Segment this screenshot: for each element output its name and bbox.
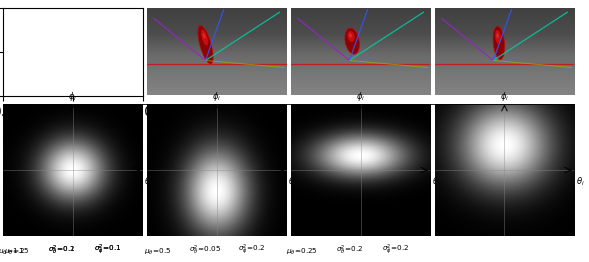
Text: $\sigma_\theta^2\!=\!0.05$: $\sigma_\theta^2\!=\!0.05$ bbox=[189, 243, 221, 257]
Text: $\sigma_\theta^2\!=\!0.1$: $\sigma_\theta^2\!=\!0.1$ bbox=[48, 243, 75, 257]
Ellipse shape bbox=[493, 26, 505, 59]
Text: $\phi_i$: $\phi_i$ bbox=[68, 90, 77, 103]
Text: $\theta_i$: $\theta_i$ bbox=[144, 175, 153, 188]
Ellipse shape bbox=[52, 38, 56, 43]
Ellipse shape bbox=[203, 33, 206, 39]
Text: $\phi_i$: $\phi_i$ bbox=[356, 90, 365, 103]
Text: $\sigma_\theta^2\!=\!0.2$: $\sigma_\theta^2\!=\!0.2$ bbox=[48, 243, 75, 257]
Ellipse shape bbox=[497, 33, 499, 38]
Text: $\mu_\theta\!=\!0.25$: $\mu_\theta\!=\!0.25$ bbox=[286, 247, 317, 257]
Text: $\theta_i$: $\theta_i$ bbox=[432, 175, 441, 188]
Text: $\phi_i$: $\phi_i$ bbox=[212, 90, 221, 103]
Text: $\phi_i$: $\phi_i$ bbox=[500, 90, 509, 103]
Ellipse shape bbox=[349, 34, 352, 37]
Text: $\sigma_\phi^2\!=\!0.2$: $\sigma_\phi^2\!=\!0.2$ bbox=[382, 242, 409, 257]
Text: $\theta_i$: $\theta_i$ bbox=[288, 175, 297, 188]
Ellipse shape bbox=[46, 32, 66, 62]
Text: $\sigma_\phi^2\!=\!0.1$: $\sigma_\phi^2\!=\!0.1$ bbox=[94, 242, 121, 257]
Text: $\sigma_\phi^2\!=\!0.1$: $\sigma_\phi^2\!=\!0.1$ bbox=[94, 242, 121, 257]
Text: $\sigma_\phi^2\!=\!0.2$: $\sigma_\phi^2\!=\!0.2$ bbox=[238, 242, 265, 257]
Text: $\mu_\theta\!=\!0.5$: $\mu_\theta\!=\!0.5$ bbox=[144, 247, 172, 257]
Ellipse shape bbox=[495, 30, 501, 44]
Text: $\mu_\theta\!=\!1.25$: $\mu_\theta\!=\!1.25$ bbox=[0, 247, 30, 257]
Ellipse shape bbox=[49, 36, 59, 48]
Text: $\theta_i$: $\theta_i$ bbox=[575, 175, 584, 188]
Text: $\mu_\theta\!=\!1$: $\mu_\theta\!=\!1$ bbox=[4, 247, 24, 257]
Ellipse shape bbox=[345, 28, 359, 54]
Text: $\sigma_\theta^2\!=\!0.2$: $\sigma_\theta^2\!=\!0.2$ bbox=[336, 243, 363, 257]
Ellipse shape bbox=[201, 30, 208, 46]
Ellipse shape bbox=[348, 31, 355, 42]
Ellipse shape bbox=[198, 26, 213, 64]
